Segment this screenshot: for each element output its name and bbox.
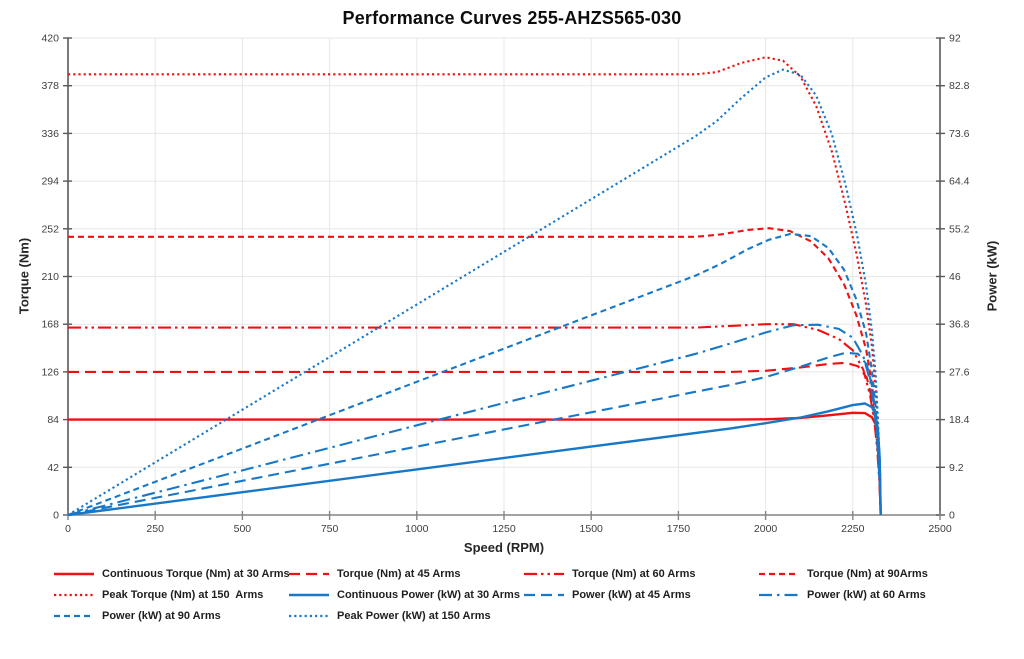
legend-item: Peak Torque (Nm) at 150 Arms: [53, 589, 288, 601]
tick-label-bottom: 1250: [492, 523, 516, 535]
legend-marker-line: [289, 572, 329, 576]
legend-marker-line: [289, 614, 329, 618]
legend-item: Power (kW) at 90 Arms: [53, 610, 288, 622]
series-line-3: [68, 227, 882, 516]
chart-legend: Continuous Torque (Nm) at 30 Arms Torque …: [53, 568, 1013, 631]
legend-label: Continuous Torque (Nm) at 30 Arms: [102, 568, 290, 580]
legend-marker-line: [524, 593, 564, 597]
legend-label: Power (kW) at 90 Arms: [102, 610, 221, 622]
series-line-2: [68, 323, 882, 516]
legend-label: Peak Power (kW) at 150 Arms: [337, 610, 491, 622]
series-line-1: [68, 361, 882, 516]
y-axis-title-right: Power (kW): [984, 240, 1000, 312]
legend-label: Torque (Nm) at 60 Arms: [572, 568, 696, 580]
legend-marker-line: [54, 614, 94, 618]
legend-item: Power (kW) at 60 Arms: [758, 589, 993, 601]
tick-label-left: 126: [41, 366, 59, 378]
legend-label: Torque (Nm) at 90Arms: [807, 568, 928, 580]
legend-item: Continuous Torque (Nm) at 30 Arms: [53, 568, 290, 580]
tick-label-right: 18.4: [949, 414, 970, 426]
legend-item: Peak Power (kW) at 150 Arms: [288, 610, 523, 622]
tick-label-bottom: 1000: [405, 523, 429, 535]
legend-item: Torque (Nm) at 90Arms: [758, 568, 993, 580]
legend-label: Torque (Nm) at 45 Arms: [337, 568, 461, 580]
tick-label-right: 46: [949, 271, 961, 283]
tick-label-left: 420: [41, 33, 59, 45]
tick-label-right: 9.2: [949, 462, 964, 474]
legend-label: Power (kW) at 45 Arms: [572, 589, 691, 601]
tick-label-left: 252: [41, 223, 59, 235]
legend-marker-line: [289, 593, 329, 597]
tick-label-left: 294: [41, 176, 59, 188]
tick-label-right: 64.4: [949, 176, 970, 188]
tick-label-left: 210: [41, 271, 59, 283]
tick-label-bottom: 250: [146, 523, 164, 535]
tick-label-left: 378: [41, 80, 59, 92]
legend-row: Power (kW) at 90 Arms Peak Power (kW) at …: [53, 610, 1013, 622]
series-line-9: [67, 68, 882, 516]
tick-label-bottom: 500: [234, 523, 252, 535]
tick-label-right: 36.8: [949, 319, 970, 331]
plot-area: 0 42 84 126 168 210 252 294 336 378 420 0 9.2 18.4 27.…: [41, 33, 970, 536]
tick-label-right: 73.6: [949, 128, 970, 140]
tick-label-bottom: 1500: [580, 523, 604, 535]
legend-label: Continuous Power (kW) at 30 Arms: [337, 589, 520, 601]
tick-label-right: 27.6: [949, 366, 970, 378]
tick-label-bottom: 2250: [841, 523, 865, 535]
tick-label-left: 336: [41, 128, 59, 140]
legend-row: Continuous Torque (Nm) at 30 Arms Torque …: [53, 568, 1013, 580]
tick-label-right: 92: [949, 33, 961, 45]
chart-title: Performance Curves 255-AHZS565-030: [342, 8, 682, 28]
legend-marker-line: [759, 593, 799, 597]
legend-marker-line: [524, 572, 564, 576]
legend-item: Power (kW) at 45 Arms: [523, 589, 758, 601]
tick-label-left: 168: [41, 319, 59, 331]
tick-label-right: 0: [949, 510, 955, 522]
legend-item: Torque (Nm) at 60 Arms: [523, 568, 758, 580]
tick-label-bottom: 0: [65, 523, 71, 535]
legend-label: Power (kW) at 60 Arms: [807, 589, 926, 601]
series-line-6: [67, 351, 882, 517]
tick-label-right: 55.2: [949, 223, 970, 235]
tick-label-left: 84: [47, 414, 59, 426]
series-line-7: [67, 323, 882, 517]
legend-marker-line: [759, 572, 799, 576]
legend-marker-line: [54, 593, 94, 597]
y-axis-title-left: Torque (Nm): [16, 237, 32, 315]
tick-label-left: 0: [53, 510, 59, 522]
tick-label-bottom: 2000: [754, 523, 778, 535]
series-line-4: [68, 56, 882, 516]
tick-label-bottom: 1750: [667, 523, 691, 535]
legend-item: Continuous Power (kW) at 30 Arms: [288, 589, 523, 601]
legend-row: Peak Torque (Nm) at 150 Arms Continuous P…: [53, 589, 1013, 601]
legend-marker-line: [54, 572, 94, 576]
tick-label-right: 82.8: [949, 80, 970, 92]
tick-label-bottom: 2500: [928, 523, 952, 535]
tick-label-bottom: 750: [321, 523, 339, 535]
legend-item: Torque (Nm) at 45 Arms: [288, 568, 523, 580]
tick-label-left: 42: [47, 462, 59, 474]
x-axis-title: Speed (RPM): [463, 540, 545, 555]
legend-label: Peak Torque (Nm) at 150 Arms: [102, 589, 264, 601]
